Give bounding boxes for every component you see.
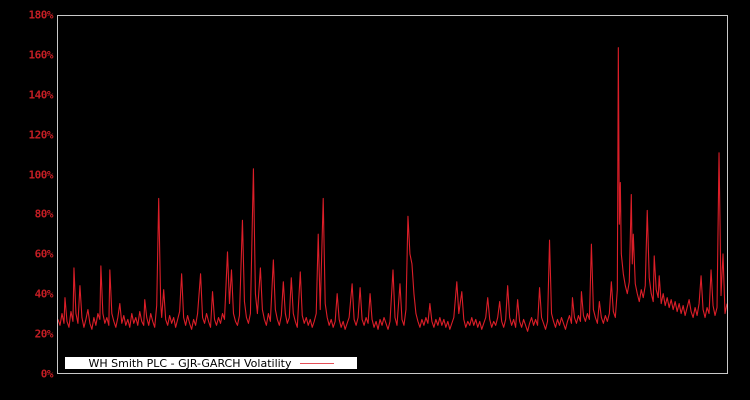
y-axis-tick-label: 120% xyxy=(28,128,54,142)
legend-line-sample xyxy=(299,362,334,364)
legend: WH Smith PLC - GJR-GARCH Volatility xyxy=(65,357,357,369)
legend-label: WH Smith PLC - GJR-GARCH Volatility xyxy=(88,356,292,370)
y-axis-tick-label: 100% xyxy=(28,168,54,182)
series-line xyxy=(58,47,727,332)
plot-area xyxy=(57,15,728,374)
y-axis-tick-label: 180% xyxy=(28,8,54,22)
y-axis-tick-label: 60% xyxy=(34,247,54,261)
y-axis-tick-label: 160% xyxy=(28,48,54,62)
y-axis-tick-label: 20% xyxy=(34,327,54,341)
y-axis-tick-label: 0% xyxy=(40,367,54,381)
y-axis-tick-label: 80% xyxy=(34,207,54,221)
y-axis-tick-label: 40% xyxy=(34,287,54,301)
y-axis-tick-label: 140% xyxy=(28,88,54,102)
volatility-line-chart xyxy=(58,47,727,332)
